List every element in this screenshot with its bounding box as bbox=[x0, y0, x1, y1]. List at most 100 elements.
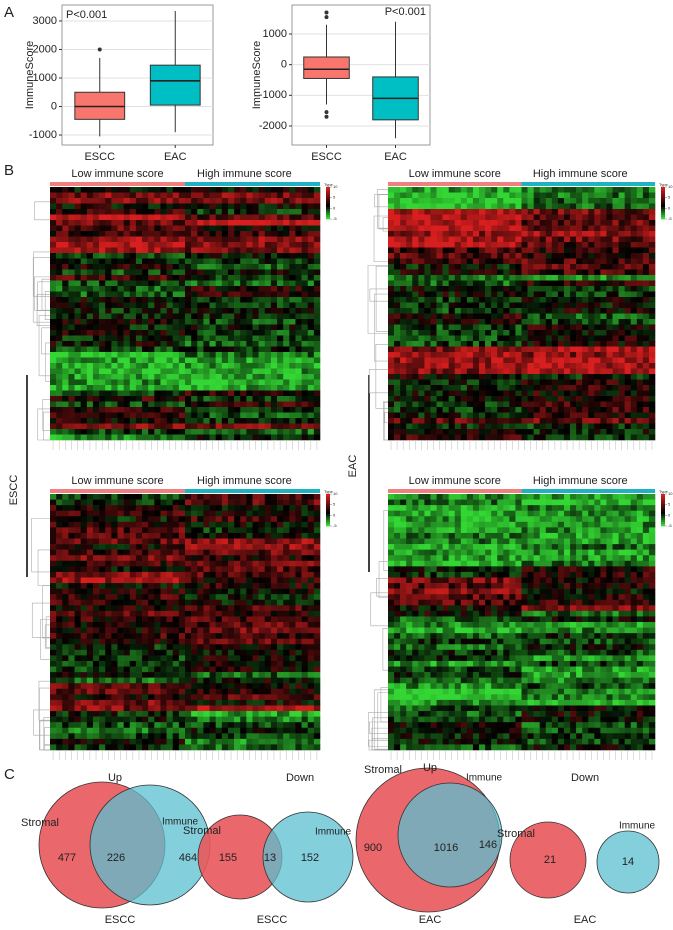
heatmap-cell bbox=[92, 555, 100, 562]
heatmap-cell bbox=[178, 275, 186, 281]
heatmap-cell bbox=[313, 214, 321, 221]
heatmap-cell bbox=[160, 527, 167, 534]
heatmap-cell bbox=[533, 253, 541, 259]
heatmap-cell bbox=[80, 269, 88, 276]
heatmap-cell bbox=[430, 236, 437, 243]
heatmap-cell bbox=[277, 225, 284, 232]
heatmap-cell bbox=[503, 225, 510, 232]
heatmap-cell bbox=[142, 302, 149, 309]
heatmap-cell bbox=[166, 308, 174, 314]
heatmap-cell bbox=[227, 352, 235, 358]
heatmap-cell bbox=[148, 198, 155, 204]
heatmap-cell bbox=[563, 203, 571, 210]
heatmap-cell bbox=[264, 209, 272, 215]
heatmap-cell bbox=[264, 324, 272, 331]
heatmap-cell bbox=[277, 538, 284, 545]
heatmap-cell bbox=[160, 412, 167, 419]
heatmap-cell bbox=[191, 571, 198, 578]
heatmap-cell bbox=[503, 341, 510, 347]
heatmap-cell bbox=[197, 225, 204, 232]
dendrogram bbox=[367, 265, 388, 334]
heatmap-cell bbox=[240, 291, 247, 298]
group-label: Low immune score bbox=[409, 168, 501, 180]
heatmap-cell bbox=[301, 247, 309, 254]
heatmap-cell bbox=[557, 275, 565, 281]
heatmap-cell bbox=[283, 499, 290, 506]
heatmap-cell bbox=[521, 412, 528, 419]
heatmap-cell bbox=[142, 571, 149, 578]
heatmap-cell bbox=[142, 253, 149, 259]
heatmap-cell bbox=[105, 225, 112, 232]
heatmap-cell bbox=[424, 363, 431, 369]
heatmap-cell bbox=[227, 396, 235, 402]
heatmap-cell bbox=[289, 521, 296, 528]
heatmap-cell bbox=[234, 390, 241, 397]
y-tick-label: 1000 bbox=[263, 28, 287, 40]
heatmap-cell bbox=[454, 302, 462, 309]
group-bar bbox=[185, 182, 320, 186]
heatmap-cell bbox=[246, 225, 253, 232]
heatmap-cell bbox=[630, 434, 638, 441]
heatmap-cell bbox=[289, 291, 296, 298]
heatmap-cell bbox=[301, 236, 309, 243]
heatmap-cell bbox=[234, 434, 241, 441]
heatmap-cell bbox=[50, 319, 57, 325]
heatmap-cell bbox=[636, 357, 644, 364]
heatmap-cell bbox=[270, 330, 278, 336]
heatmap-cell bbox=[642, 434, 650, 441]
heatmap-cell bbox=[539, 302, 547, 309]
heatmap-cell bbox=[209, 407, 216, 413]
heatmap-cell bbox=[606, 236, 613, 243]
heatmap-cell bbox=[197, 418, 204, 424]
heatmap-cell bbox=[301, 214, 309, 221]
heatmap-cell bbox=[491, 313, 498, 320]
heatmap-cell bbox=[460, 330, 468, 336]
heatmap-cell bbox=[394, 401, 401, 408]
heatmap-cell bbox=[185, 225, 192, 232]
heatmap-cell bbox=[388, 192, 395, 199]
heatmap-cell bbox=[246, 357, 253, 364]
heatmap-cell bbox=[215, 560, 223, 567]
heatmap-cell bbox=[154, 313, 161, 320]
heatmap-cell bbox=[209, 577, 216, 584]
heatmap-cell bbox=[301, 209, 309, 215]
heatmap-cell bbox=[283, 247, 290, 254]
heatmap-cell bbox=[648, 209, 656, 215]
heatmap-cell bbox=[612, 379, 619, 386]
heatmap-cell bbox=[515, 291, 522, 298]
heatmap-cell bbox=[135, 302, 143, 309]
heatmap-cell bbox=[117, 494, 124, 500]
heatmap-cell bbox=[594, 198, 601, 204]
heatmap-cell bbox=[289, 319, 296, 325]
heatmap-cell bbox=[503, 363, 510, 369]
heatmap-cell bbox=[166, 209, 174, 215]
heatmap-cell bbox=[545, 247, 553, 254]
heatmap-cell bbox=[570, 203, 577, 210]
heatmap-cell bbox=[191, 308, 198, 314]
heatmap-cell bbox=[203, 346, 210, 353]
heatmap-cell bbox=[606, 253, 613, 259]
heatmap-cell bbox=[313, 220, 321, 226]
heatmap-cell bbox=[503, 214, 510, 221]
heatmap-cell bbox=[485, 363, 492, 369]
heatmap-cell bbox=[142, 516, 149, 523]
heatmap-cell bbox=[129, 401, 137, 408]
heatmap-cell bbox=[307, 418, 315, 424]
heatmap-cell bbox=[313, 236, 321, 243]
heatmap-cell bbox=[295, 549, 302, 556]
heatmap-cell bbox=[123, 412, 131, 419]
heatmap-cell bbox=[246, 280, 253, 287]
heatmap-cell bbox=[277, 324, 284, 331]
heatmap-cell bbox=[129, 236, 137, 243]
heatmap-cell bbox=[209, 555, 216, 562]
heatmap-cell bbox=[270, 198, 278, 204]
heatmap-cell bbox=[497, 253, 504, 259]
heatmap-cell bbox=[521, 225, 528, 232]
heatmap-cell bbox=[313, 319, 321, 325]
heatmap-cell bbox=[203, 357, 210, 364]
heatmap-cell bbox=[563, 363, 571, 369]
heatmap-cell bbox=[50, 418, 57, 424]
heatmap-cell bbox=[264, 225, 272, 232]
heatmap-cell bbox=[648, 286, 656, 292]
heatmap-cell bbox=[612, 302, 619, 309]
